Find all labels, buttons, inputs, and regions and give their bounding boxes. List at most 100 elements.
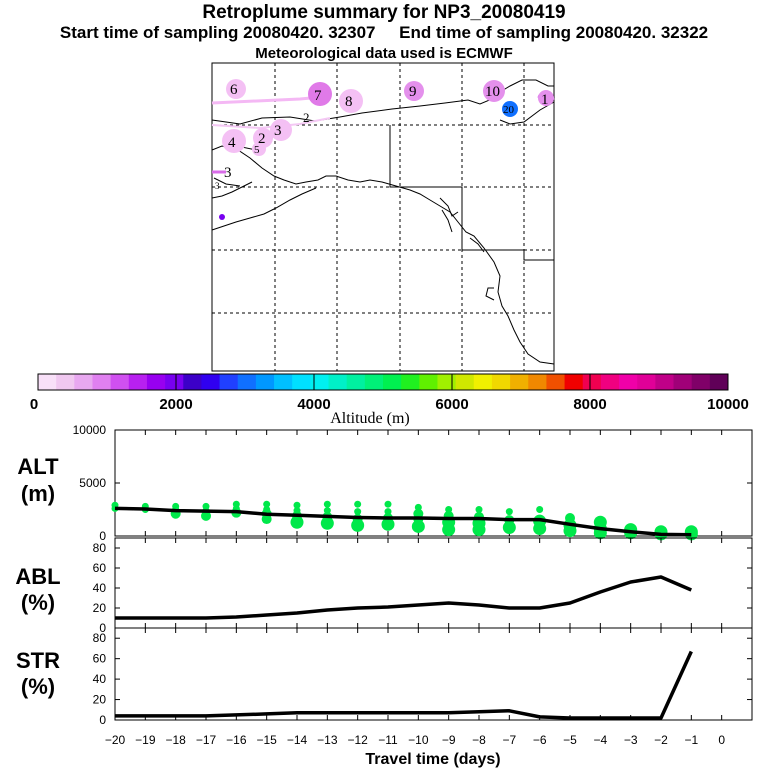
colorbar-swatch — [691, 374, 711, 390]
cluster-marker — [270, 119, 292, 141]
altitude-particle-point — [232, 500, 240, 508]
cluster-marker — [226, 79, 246, 99]
colorbar-swatch — [564, 374, 584, 390]
colorbar-swatch — [237, 374, 257, 390]
colorbar-swatch — [364, 374, 384, 390]
x-tick-label: −9 — [442, 733, 456, 747]
x-tick-label: −1 — [684, 733, 698, 747]
cluster-marker — [308, 82, 332, 106]
x-axis-title: Travel time (days) — [365, 751, 500, 768]
altitude-particle-point — [263, 500, 271, 508]
colorbar-swatch — [219, 374, 239, 390]
x-tick-label: −5 — [563, 733, 577, 747]
y-tick-label: 80 — [93, 631, 107, 645]
panel-alt: ALT(m) 10000 5000 0 — [17, 423, 753, 543]
altitude-particle-point — [172, 502, 180, 510]
colorbar-swatch — [274, 374, 293, 390]
x-tick-label: 0 — [718, 733, 725, 747]
colorbar-swatch — [582, 374, 602, 390]
altitude-particle-point — [323, 500, 331, 508]
colorbar-swatch — [383, 374, 402, 390]
x-tick-label: −8 — [472, 733, 486, 747]
colorbar-swatch — [346, 374, 366, 390]
colorbar-swatch — [401, 374, 420, 390]
cluster-label: 1 — [541, 92, 549, 108]
cluster-label: 2 — [303, 110, 310, 125]
colorbar-swatch — [528, 374, 547, 390]
x-tick-label: −14 — [287, 733, 308, 747]
colorbar-swatch — [38, 374, 57, 390]
met-data-label: Meteorological data used is ECMWF — [255, 45, 513, 62]
colorbar-frame — [37, 373, 729, 391]
cluster-markers — [219, 79, 554, 220]
colorbar-swatch — [546, 374, 566, 390]
cluster-label: 4 — [228, 135, 236, 151]
altitude-particle-point — [411, 519, 425, 533]
colorbar-swatch — [92, 374, 112, 390]
altitude-particle-point — [536, 506, 544, 513]
x-tick-label: −18 — [165, 733, 186, 747]
colorbar-swatch — [455, 374, 475, 390]
colorbar-swatch — [56, 374, 75, 390]
colorbar-tick-label: 2000 — [159, 396, 192, 413]
colorbar-tick-label: 10000 — [707, 396, 749, 413]
cluster-marker — [483, 80, 505, 102]
colorbar-tick-label: 0 — [30, 396, 38, 413]
altitude-particle-point — [293, 507, 301, 515]
cluster-label: 6 — [230, 82, 238, 98]
colorbar-tick-labels: 0 2000 4000 6000 8000 10000 — [30, 396, 749, 413]
colorbar-swatch — [510, 374, 529, 390]
y-tick-label: 0 — [99, 713, 106, 727]
abl-series-line — [115, 575, 692, 620]
cluster-marker — [222, 129, 246, 153]
sampling-times: Start time of sampling 20080420. 32307 E… — [0, 23, 768, 43]
y-tick-label: 0 — [99, 529, 106, 543]
x-tick-label: −6 — [533, 733, 547, 747]
x-tick-label: −13 — [317, 733, 338, 747]
y-tick-label: 10000 — [73, 423, 107, 437]
colorbar-swatch — [328, 374, 348, 390]
x-tick-label: −15 — [256, 733, 277, 747]
x-tick-label: −17 — [196, 733, 217, 747]
colorbar-tick-label: 6000 — [435, 396, 468, 413]
colorbar-swatch — [619, 374, 638, 390]
y-tick-label: 20 — [93, 693, 107, 707]
cluster-label: 9 — [409, 84, 417, 100]
cluster-label: 20 — [503, 104, 515, 116]
y-tick-label: 40 — [93, 672, 107, 686]
cluster-marker — [219, 214, 225, 220]
altitude-particle-point — [565, 512, 575, 523]
map-frame — [211, 62, 555, 372]
cluster-label: 3 — [224, 165, 232, 181]
altitude-particle-point — [263, 506, 271, 513]
colorbar-swatch — [74, 374, 93, 390]
cluster-label: 2 — [258, 131, 266, 147]
colorbar-swatch — [146, 374, 166, 390]
cluster-label: 10 — [485, 84, 500, 100]
time-series-panels: ALT(m)1000050000ABL(%)806040200STR(%)806… — [15, 423, 753, 768]
altitude-particle-point — [475, 506, 483, 513]
colorbar-swatch — [183, 374, 202, 390]
x-tick-label: −7 — [502, 733, 516, 747]
y-tick-label: 60 — [93, 561, 107, 575]
altitude-particle-point — [413, 508, 424, 519]
x-tick-label: −20 — [105, 733, 126, 747]
str-series-line — [115, 650, 693, 720]
cluster-label: 3 — [274, 123, 282, 139]
altitude-particle-point — [293, 501, 301, 509]
y-tick-label: 40 — [93, 581, 107, 595]
cluster-marker — [404, 81, 424, 101]
x-tick-label: −10 — [408, 733, 429, 747]
colorbar-swatch — [637, 374, 656, 390]
colorbar-swatch — [310, 374, 330, 390]
colorbar-swatch — [255, 374, 275, 390]
panel-frame — [114, 537, 753, 629]
colorbar-swatch — [201, 374, 221, 390]
altitude-particle-point — [505, 508, 513, 516]
altitude-particle-point — [593, 515, 607, 529]
alt-series-line — [114, 506, 692, 537]
cluster-label: 5 — [254, 144, 260, 156]
colorbar-swatch — [491, 374, 511, 390]
x-tick-label: −3 — [624, 733, 638, 747]
